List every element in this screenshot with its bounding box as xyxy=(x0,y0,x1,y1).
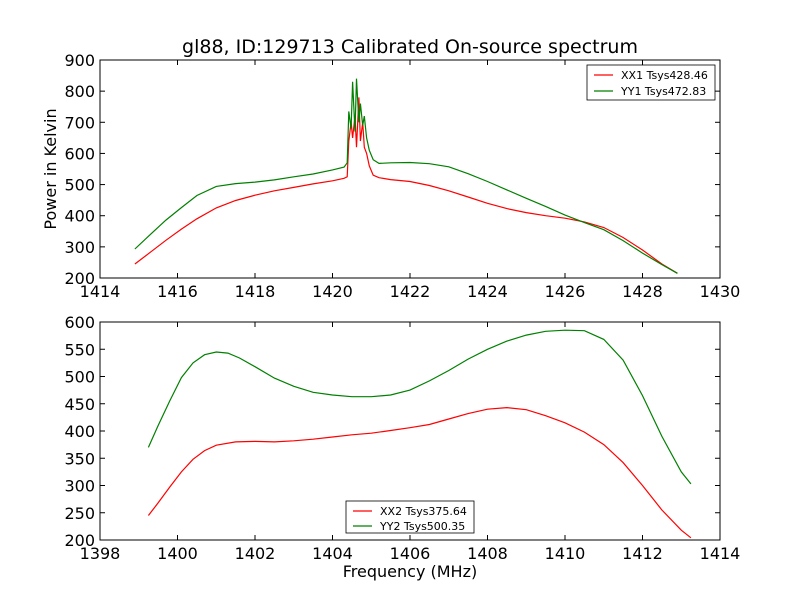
y-tick-label: 900 xyxy=(64,51,95,70)
x-tick-label: 1408 xyxy=(467,544,508,563)
x-tick-label: 1424 xyxy=(467,282,508,301)
y-tick-label: 600 xyxy=(64,144,95,163)
x-tick-label: 1428 xyxy=(622,282,663,301)
x-tick-label: 1416 xyxy=(157,282,198,301)
y-tick-label: 450 xyxy=(64,395,95,414)
x-tick-label: 1400 xyxy=(157,544,198,563)
y-tick-label: 350 xyxy=(64,449,95,468)
series-line-yy2 xyxy=(147,329,692,485)
y-tick-label: 550 xyxy=(64,340,95,359)
series-line-xx2 xyxy=(147,406,692,539)
y-tick-label: 600 xyxy=(64,313,95,332)
x-tick-label: 1414 xyxy=(700,544,741,563)
x-tick-label: 1404 xyxy=(312,544,353,563)
x-tick-label: 1410 xyxy=(545,544,586,563)
y-tick-label: 500 xyxy=(64,368,95,387)
chart-panel-1: 1414 1416 1418 1420 1422 1424 1426 1428 1430 200 3… xyxy=(41,36,740,301)
legend-entry-label: XX1 Tsys428.46 xyxy=(621,69,708,82)
legend: XX1 Tsys428.46 YY1 Tsys472.83 xyxy=(586,64,716,101)
y-tick-label: 700 xyxy=(64,113,95,132)
x-tick-label: 1422 xyxy=(390,282,431,301)
x-tick-label: 1406 xyxy=(390,544,431,563)
y-tick-label: 250 xyxy=(64,504,95,523)
legend-box xyxy=(345,500,475,534)
x-tick-label: 1414 xyxy=(80,282,121,301)
y-tick-label: 500 xyxy=(64,176,95,195)
y-tick-label: 400 xyxy=(64,207,95,226)
legend: XX2 Tsys375.64 YY2 Tsys500.35 xyxy=(345,500,475,534)
x-tick-label: 1426 xyxy=(545,282,586,301)
y-tick-label: 300 xyxy=(64,477,95,496)
y-axis-label: Power in Kelvin xyxy=(41,108,60,229)
legend-box xyxy=(586,64,716,101)
chart-panel-2: 1398 1400 1402 1404 1406 1408 1410 1412 1414 200 2… xyxy=(64,313,740,581)
x-tick-label: 1430 xyxy=(700,282,741,301)
x-tick-label: 1420 xyxy=(312,282,353,301)
x-tick-label: 1398 xyxy=(80,544,121,563)
x-axis-label: Frequency (MHz) xyxy=(343,562,477,581)
legend-entry-label: XX2 Tsys375.64 xyxy=(380,505,467,518)
chart-title: gl88, ID:129713 Calibrated On-source spe… xyxy=(182,36,638,58)
legend-entry-label: YY1 Tsys472.83 xyxy=(620,85,706,98)
x-tick-label: 1418 xyxy=(235,282,276,301)
y-tick-label: 200 xyxy=(64,269,95,288)
series-line-yy1 xyxy=(134,78,678,274)
y-tick-label: 300 xyxy=(64,238,95,257)
x-tick-label: 1412 xyxy=(622,544,663,563)
legend-entry-label: YY2 Tsys500.35 xyxy=(379,520,465,533)
y-tick-label: 800 xyxy=(64,82,95,101)
y-tick-label: 200 xyxy=(64,531,95,550)
y-tick-label: 400 xyxy=(64,422,95,441)
x-tick-label: 1402 xyxy=(235,544,276,563)
